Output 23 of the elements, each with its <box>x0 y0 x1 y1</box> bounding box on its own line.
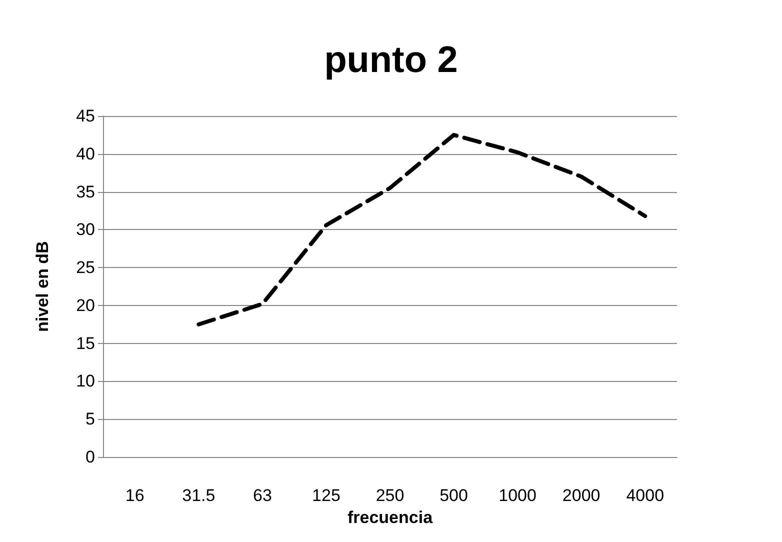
y-tick-label: 10 <box>76 372 95 391</box>
y-tick-label: 30 <box>76 220 95 240</box>
chart-title: punto 2 <box>324 39 458 80</box>
x-tick-label: 31.5 <box>182 486 216 505</box>
y-tick-label: 20 <box>76 296 95 315</box>
x-tick-label: 2000 <box>562 486 600 505</box>
x-tick-label: 500 <box>440 486 468 505</box>
y-tick-label: 5 <box>86 410 95 429</box>
x-axis-title: frecuencia <box>347 508 434 527</box>
y-tick-label: 40 <box>76 144 95 164</box>
x-tick-label: 250 <box>376 486 404 505</box>
line-series <box>196 132 648 326</box>
x-tick-label: 63 <box>252 486 272 505</box>
x-tick-label: 4000 <box>626 486 664 505</box>
x-tick-label: 16 <box>125 486 144 505</box>
y-tick-label: 25 <box>76 258 95 278</box>
x-tick-label: 125 <box>312 486 340 505</box>
y-tick-label: 35 <box>76 182 95 202</box>
y-tick-label: 15 <box>76 334 95 353</box>
y-axis-title: nivel en dB <box>33 241 52 332</box>
y-tick-label: 45 <box>76 106 95 126</box>
x-tick-label: 1000 <box>498 486 536 505</box>
y-tick-label: 0 <box>86 448 95 466</box>
